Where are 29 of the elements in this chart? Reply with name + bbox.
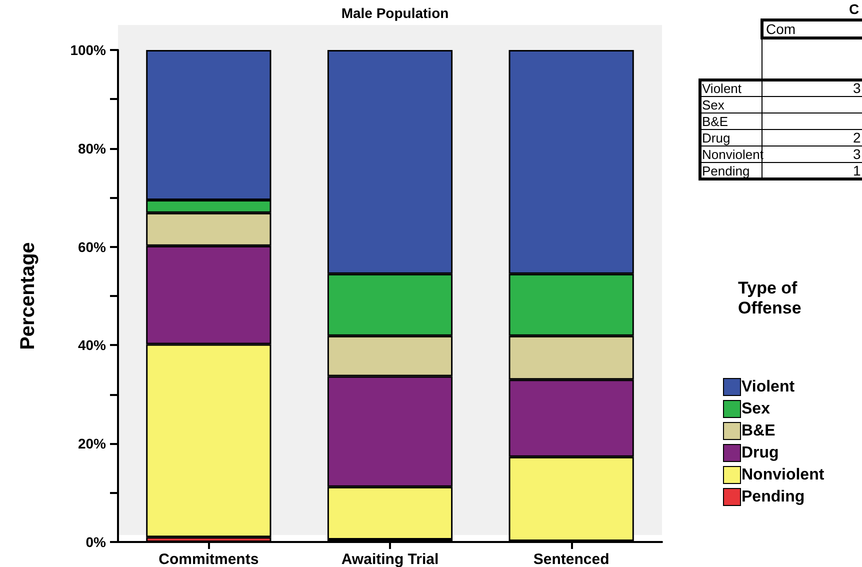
- y-tick-label: 40%: [78, 337, 107, 354]
- text: Com: [766, 21, 796, 37]
- legend-label: Violent: [742, 378, 796, 396]
- legend-label: Nonviolent: [742, 466, 825, 484]
- chart-title: Male Population: [341, 5, 449, 21]
- text: Sex: [702, 98, 725, 112]
- text: 1: [853, 162, 861, 178]
- y-tick-label: 80%: [78, 140, 107, 156]
- text: 3: [853, 146, 861, 162]
- x-tick-label: Awaiting Trial: [341, 551, 439, 567]
- text: 2: [853, 130, 861, 146]
- legend-label: Drug: [742, 444, 779, 462]
- y-tick-label: 60%: [78, 238, 107, 255]
- text: 3: [853, 80, 861, 96]
- legend-label: B&E: [742, 422, 776, 440]
- text: Violent: [702, 81, 742, 96]
- text: C: [849, 1, 860, 17]
- text: B&E: [702, 114, 728, 129]
- legend-title: Type of Offense: [738, 278, 802, 318]
- text: Drug: [702, 130, 730, 146]
- x-tick-label: Sentenced: [533, 551, 610, 567]
- legend-label: Pending: [742, 488, 805, 506]
- y-axis-title: Percentage: [17, 242, 39, 350]
- y-tick-label: 100%: [70, 42, 107, 58]
- x-tick-label: Commitments: [158, 551, 259, 567]
- legend-label: Sex: [742, 400, 770, 418]
- text: Pending: [702, 164, 750, 178]
- y-tick-label: 0%: [86, 534, 107, 550]
- y-tick-label: 20%: [78, 436, 107, 452]
